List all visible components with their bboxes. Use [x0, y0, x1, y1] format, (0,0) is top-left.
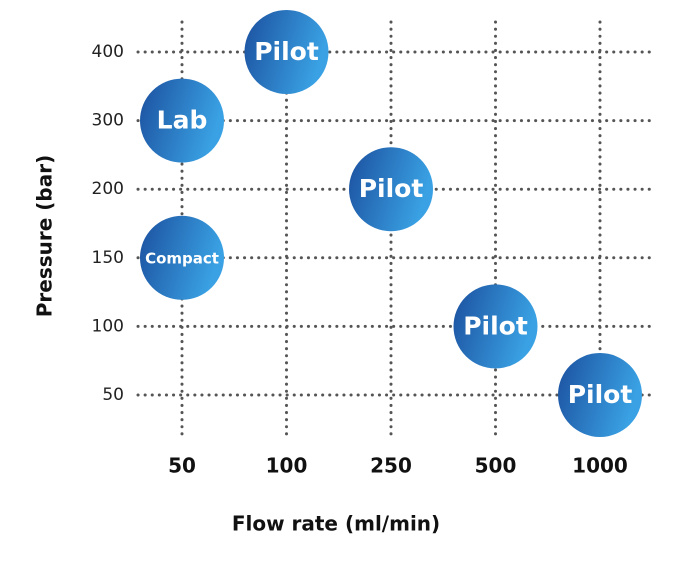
- point: [349, 147, 433, 232]
- y-axis-title: Pressure (bar): [33, 155, 57, 317]
- x-tick-label: 100: [266, 454, 308, 478]
- point-label: Pilot: [359, 174, 424, 203]
- x-tick-label: 500: [475, 454, 517, 478]
- y-tick-label: 100: [92, 316, 124, 336]
- point-label: Pilot: [568, 380, 633, 409]
- point: [453, 284, 538, 369]
- x-axis-title: Flow rate (ml/min): [232, 512, 440, 536]
- point-label: Pilot: [463, 311, 528, 340]
- x-tick-label: 250: [370, 454, 412, 478]
- point: [140, 78, 224, 163]
- y-tick-label: 50: [102, 385, 124, 405]
- marks: Pilot Lab Pilot Compact Pilot Pilot: [140, 10, 642, 437]
- y-tick-label: 400: [92, 42, 124, 62]
- x-tick-label: 1000: [572, 454, 628, 478]
- y-tick-label: 300: [92, 111, 124, 131]
- x-tick-label: 50: [168, 454, 196, 478]
- y-tick-label: 200: [92, 179, 124, 199]
- point-label: Lab: [157, 106, 208, 135]
- point-label: Compact: [145, 249, 219, 267]
- point-label: Pilot: [254, 37, 319, 66]
- point: [244, 10, 329, 94]
- grid: 50 100 150 200 300 400 50 100 250 500 1000: [92, 20, 657, 478]
- point: [558, 353, 642, 437]
- y-tick-label: 150: [92, 248, 124, 268]
- point: [140, 215, 224, 300]
